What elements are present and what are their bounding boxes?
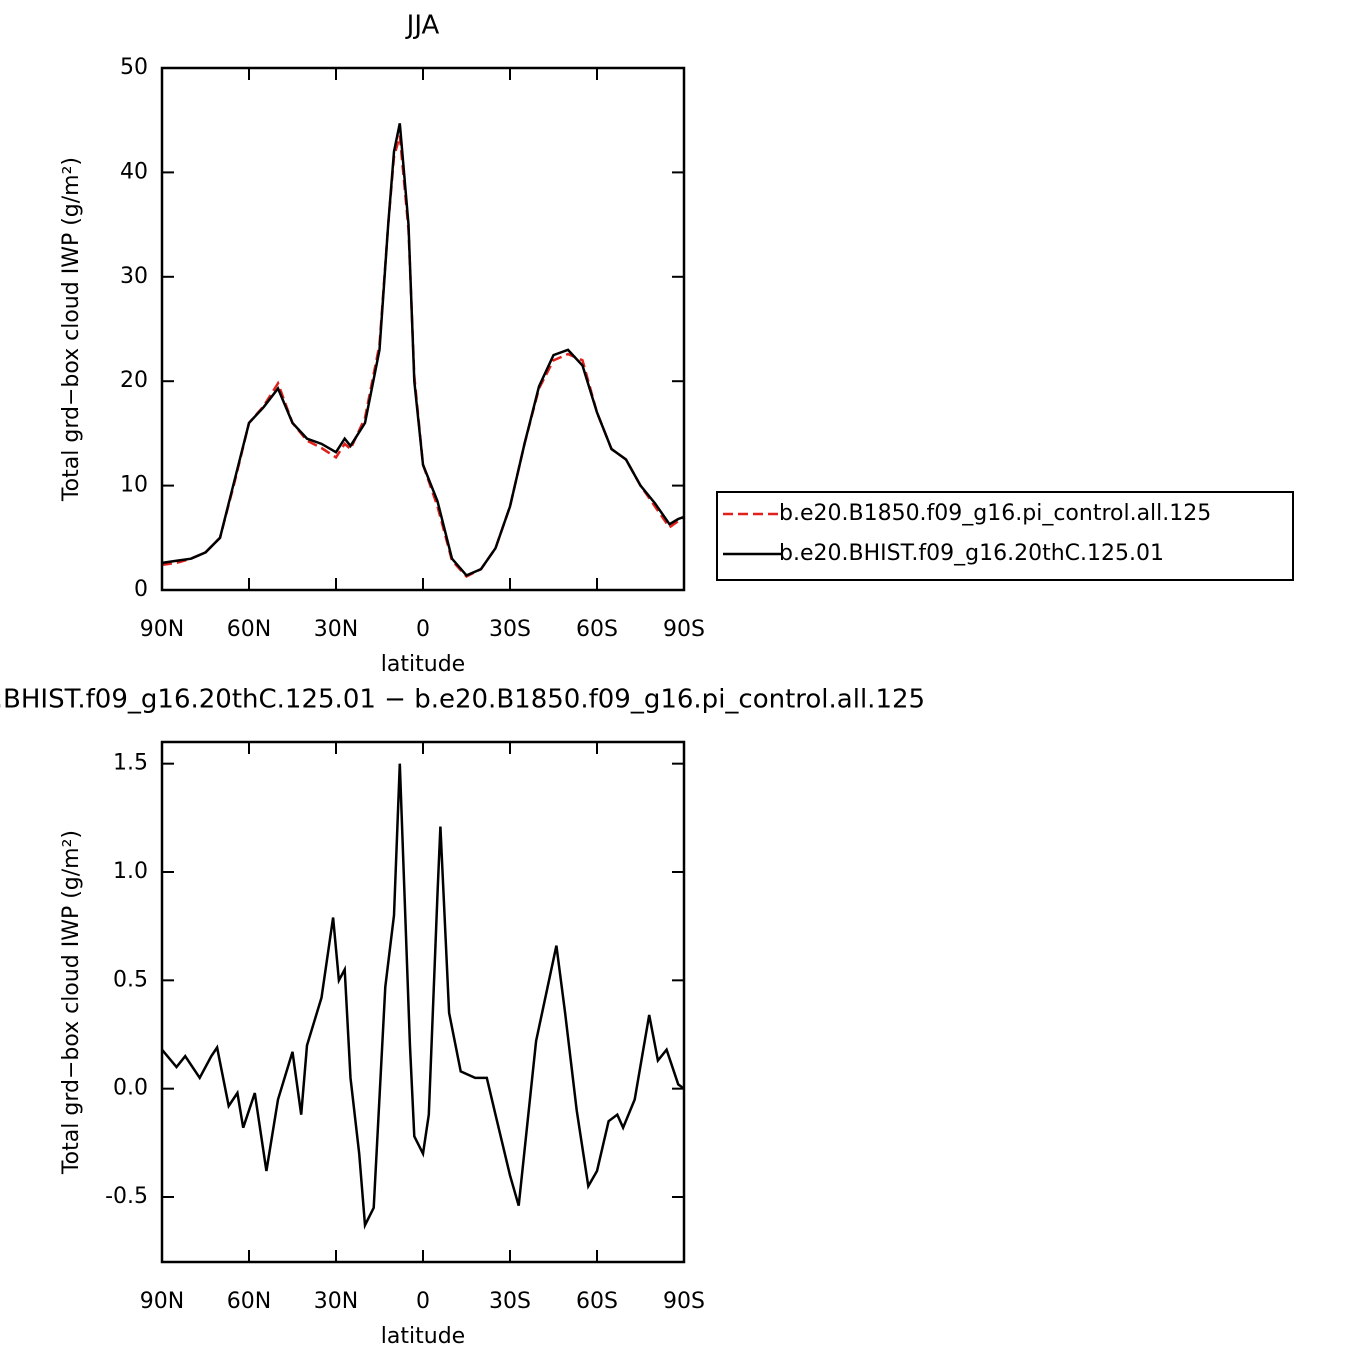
y-tick-label: 50 xyxy=(120,55,148,80)
legend-label: b.e20.BHIST.f09_g16.20thC.125.01 xyxy=(779,541,1164,566)
x-tick-label: 90N xyxy=(140,617,184,642)
chart-title: b.e20.BHIST.f09_g16.20thC.125.01 − b.e20… xyxy=(0,685,925,715)
plot-frame xyxy=(160,740,686,1264)
y-axis-label: Total grd−box cloud IWP (g/m²) xyxy=(59,157,84,502)
y-tick-label: 0.0 xyxy=(113,1076,148,1101)
x-tick-label: 90S xyxy=(663,617,705,642)
y-tick-label: 30 xyxy=(120,264,148,289)
y-tick-label: 10 xyxy=(120,473,148,498)
chart-title: JJA xyxy=(405,11,440,41)
data-line xyxy=(161,123,685,577)
x-tick-label: 90N xyxy=(140,1289,184,1314)
x-tick-label: 30S xyxy=(489,1289,531,1314)
y-tick-label: 1.0 xyxy=(113,859,148,884)
y-tick-label: 40 xyxy=(120,159,148,184)
x-tick-label: 60N xyxy=(227,617,271,642)
x-tick-label: 30S xyxy=(489,617,531,642)
legend-box xyxy=(716,491,1294,581)
y-axis-label: Total grd−box cloud IWP (g/m²) xyxy=(59,830,84,1175)
y-tick-label: 0.5 xyxy=(113,967,148,992)
x-tick-label: 0 xyxy=(416,617,430,642)
plot-frame xyxy=(160,66,686,592)
y-tick-label: 1.5 xyxy=(113,751,148,776)
legend-label: b.e20.B1850.f09_g16.pi_control.all.125 xyxy=(779,501,1211,526)
x-tick-label: 60S xyxy=(576,617,618,642)
x-axis-label: latitude xyxy=(381,1324,465,1349)
x-tick-label: 0 xyxy=(416,1289,430,1314)
y-tick-label: 0 xyxy=(134,577,148,602)
x-tick-label: 60N xyxy=(227,1289,271,1314)
y-tick-label: 20 xyxy=(120,368,148,393)
x-tick-label: 30N xyxy=(314,617,358,642)
data-line xyxy=(161,763,685,1230)
x-tick-label: 60S xyxy=(576,1289,618,1314)
y-tick-label: -0.5 xyxy=(105,1184,148,1209)
x-axis-label: latitude xyxy=(381,652,465,677)
x-tick-label: 30N xyxy=(314,1289,358,1314)
x-tick-label: 90S xyxy=(663,1289,705,1314)
data-line xyxy=(161,135,685,578)
